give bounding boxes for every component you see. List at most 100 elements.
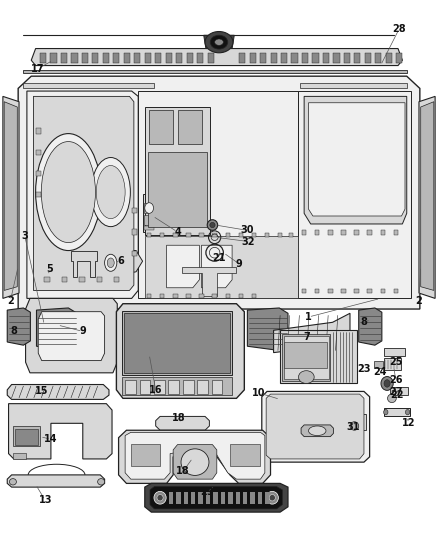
Bar bbox=[323, 53, 329, 63]
Bar bbox=[122, 376, 232, 395]
Bar bbox=[186, 294, 191, 298]
Bar bbox=[134, 53, 141, 63]
Text: 25: 25 bbox=[389, 357, 403, 367]
Ellipse shape bbox=[107, 258, 114, 268]
Bar bbox=[252, 294, 256, 298]
Bar bbox=[103, 53, 109, 63]
Bar bbox=[145, 53, 151, 63]
Text: 28: 28 bbox=[392, 25, 406, 35]
Bar bbox=[284, 336, 329, 379]
Text: 4: 4 bbox=[174, 227, 181, 237]
Ellipse shape bbox=[298, 370, 314, 383]
Bar bbox=[122, 311, 232, 375]
Ellipse shape bbox=[205, 31, 233, 53]
Bar bbox=[145, 107, 210, 235]
Ellipse shape bbox=[308, 426, 326, 435]
Polygon shape bbox=[145, 483, 288, 512]
Bar bbox=[381, 289, 385, 293]
Ellipse shape bbox=[96, 165, 125, 219]
Text: 24: 24 bbox=[373, 367, 386, 377]
Polygon shape bbox=[22, 83, 153, 88]
Bar bbox=[239, 233, 243, 237]
Bar bbox=[291, 53, 297, 63]
Polygon shape bbox=[173, 445, 217, 479]
Bar bbox=[302, 53, 308, 63]
Bar bbox=[61, 53, 67, 63]
Text: 3: 3 bbox=[21, 231, 28, 241]
Polygon shape bbox=[155, 416, 209, 430]
Polygon shape bbox=[308, 103, 405, 216]
Text: 23: 23 bbox=[357, 364, 371, 374]
Bar bbox=[213, 492, 218, 504]
Bar bbox=[328, 230, 332, 235]
Bar bbox=[198, 492, 203, 504]
Bar bbox=[381, 230, 385, 235]
Ellipse shape bbox=[98, 479, 105, 485]
Bar bbox=[375, 53, 381, 63]
Bar bbox=[226, 233, 230, 237]
Ellipse shape bbox=[210, 35, 228, 49]
Bar bbox=[114, 277, 120, 282]
Bar bbox=[252, 233, 256, 237]
Bar bbox=[82, 53, 88, 63]
Ellipse shape bbox=[35, 134, 101, 251]
Polygon shape bbox=[304, 96, 407, 224]
Ellipse shape bbox=[207, 220, 218, 230]
Polygon shape bbox=[36, 308, 77, 351]
Bar bbox=[44, 277, 49, 282]
Text: 8: 8 bbox=[11, 326, 17, 336]
Ellipse shape bbox=[181, 449, 209, 475]
Ellipse shape bbox=[105, 254, 117, 271]
Bar bbox=[280, 330, 357, 383]
Bar bbox=[149, 110, 173, 144]
Polygon shape bbox=[18, 76, 420, 309]
Bar bbox=[160, 233, 164, 237]
Text: 31: 31 bbox=[347, 422, 360, 432]
Polygon shape bbox=[262, 391, 370, 462]
Polygon shape bbox=[301, 425, 333, 437]
Text: 30: 30 bbox=[240, 225, 254, 236]
Bar bbox=[265, 492, 270, 504]
Polygon shape bbox=[7, 308, 30, 345]
Polygon shape bbox=[25, 298, 117, 373]
Bar bbox=[221, 492, 225, 504]
Bar bbox=[341, 289, 346, 293]
Polygon shape bbox=[22, 70, 407, 73]
Text: 6: 6 bbox=[117, 256, 124, 266]
Text: 13: 13 bbox=[39, 495, 52, 505]
Bar bbox=[132, 208, 137, 213]
Bar bbox=[125, 379, 136, 393]
Bar bbox=[13, 426, 40, 446]
Text: 1: 1 bbox=[305, 312, 312, 322]
Text: 15: 15 bbox=[35, 386, 49, 397]
Polygon shape bbox=[117, 304, 244, 398]
Polygon shape bbox=[35, 266, 77, 277]
Bar bbox=[147, 294, 151, 298]
Bar bbox=[199, 233, 204, 237]
Polygon shape bbox=[7, 384, 109, 399]
Bar bbox=[344, 53, 350, 63]
Polygon shape bbox=[145, 236, 297, 298]
Bar bbox=[71, 53, 78, 63]
Text: 26: 26 bbox=[389, 375, 403, 385]
Ellipse shape bbox=[91, 158, 131, 227]
Bar bbox=[328, 289, 332, 293]
Bar bbox=[124, 313, 230, 373]
Text: 5: 5 bbox=[46, 264, 53, 274]
Text: 12: 12 bbox=[402, 418, 416, 429]
Bar bbox=[302, 230, 306, 235]
Bar bbox=[197, 53, 203, 63]
Polygon shape bbox=[119, 430, 271, 483]
Text: 27: 27 bbox=[389, 387, 403, 398]
Bar bbox=[166, 53, 172, 63]
Bar bbox=[312, 53, 318, 63]
Ellipse shape bbox=[215, 39, 223, 45]
Text: 2: 2 bbox=[7, 296, 14, 306]
Bar bbox=[148, 152, 207, 227]
Bar bbox=[169, 492, 173, 504]
Bar bbox=[384, 408, 410, 416]
Bar bbox=[14, 429, 38, 445]
Bar bbox=[97, 277, 102, 282]
Bar bbox=[199, 294, 204, 298]
Ellipse shape bbox=[266, 491, 279, 504]
